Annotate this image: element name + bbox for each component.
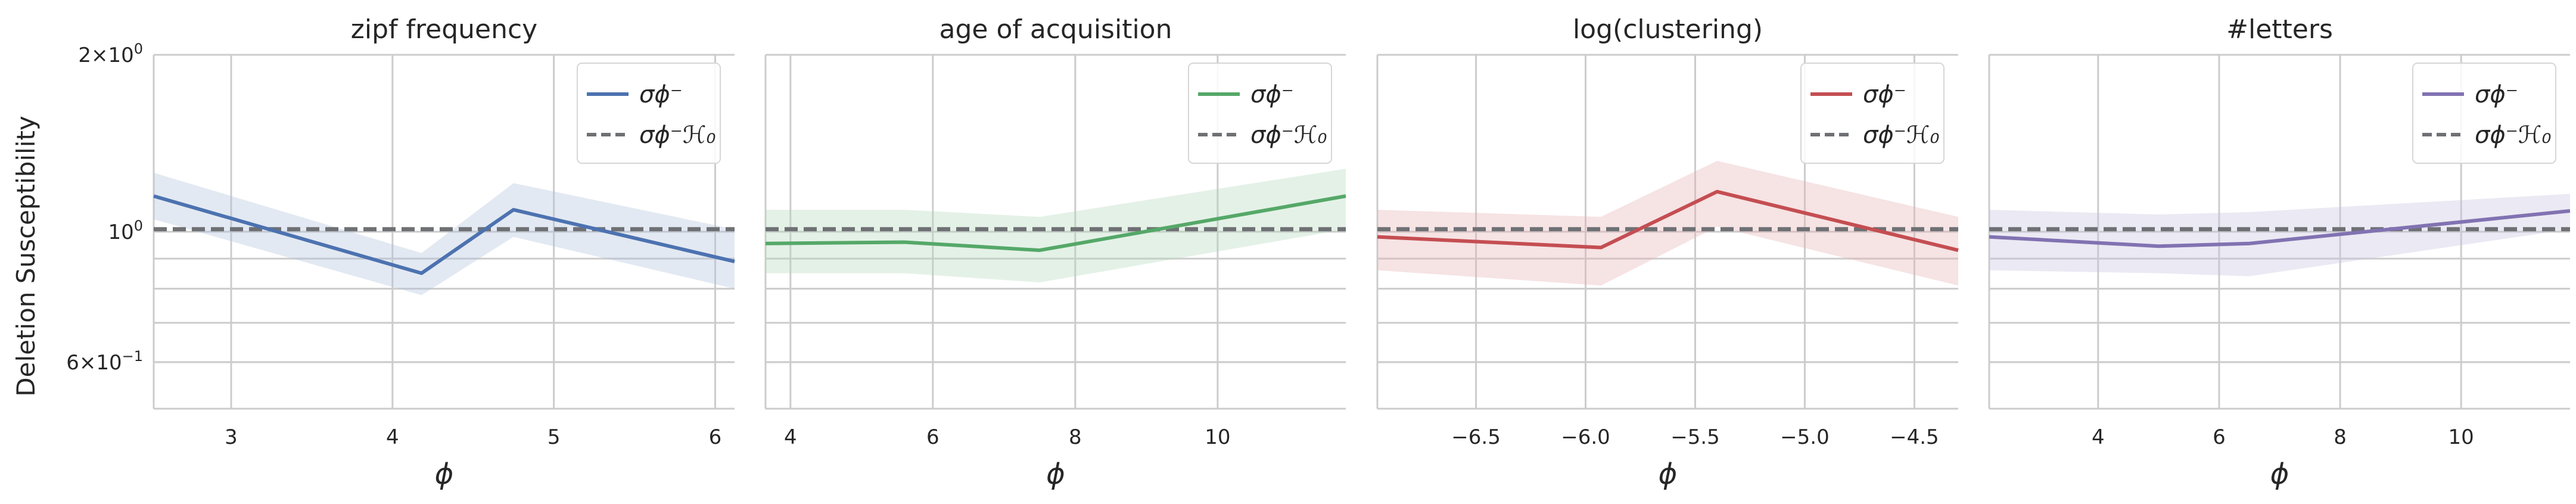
legend-label-main: σϕ⁻ bbox=[2475, 81, 2518, 108]
legend-box bbox=[1188, 63, 1332, 164]
x-axis-label: ϕ bbox=[2270, 458, 2289, 491]
x-tick-label: 4 bbox=[2092, 425, 2105, 449]
series-line bbox=[1989, 209, 2571, 248]
y-tick-label: 2×100 bbox=[78, 41, 143, 67]
legend-label-main: σϕ⁻ bbox=[1863, 81, 1906, 108]
x-tick-label: 4 bbox=[784, 425, 797, 449]
x-tick-label: −4.5 bbox=[1890, 425, 1939, 449]
y-tick-label: 100 bbox=[108, 217, 143, 244]
legend-box bbox=[577, 63, 721, 164]
panel-title: age of acquisition bbox=[939, 14, 1172, 45]
x-axis-label: ϕ bbox=[1046, 458, 1065, 491]
x-axis-label: ϕ bbox=[435, 458, 454, 491]
x-tick-label: 6 bbox=[2213, 425, 2226, 449]
legend-label-main: σϕ⁻ bbox=[1250, 81, 1294, 108]
x-tick-label: −5.0 bbox=[1780, 425, 1830, 449]
x-axis-label: ϕ bbox=[1659, 458, 1678, 491]
confidence-band bbox=[154, 172, 735, 295]
x-tick-label: −6.5 bbox=[1451, 425, 1501, 449]
x-tick-label: 6 bbox=[926, 425, 939, 449]
legend-box bbox=[2412, 63, 2556, 164]
confidence-band bbox=[1989, 194, 2570, 276]
panel-1: 3 4 5 6 zipf frequency ϕ σϕ⁻ σϕ⁻ℋ₀ 2×100 100 6×10−… bbox=[66, 14, 735, 491]
legend-label-main: σϕ⁻ bbox=[639, 81, 683, 108]
panel-title: zipf frequency bbox=[351, 14, 537, 45]
legend-box bbox=[1800, 63, 1945, 164]
legend-label-baseline: σϕ⁻ℋ₀ bbox=[639, 122, 715, 149]
series-line bbox=[153, 194, 735, 275]
x-tick-label: 10 bbox=[1205, 425, 1230, 449]
legend-label-baseline: σϕ⁻ℋ₀ bbox=[1250, 122, 1327, 149]
series-line bbox=[765, 194, 1346, 253]
x-tick-label: −5.5 bbox=[1670, 425, 1720, 449]
x-tick-label: 10 bbox=[2449, 425, 2474, 449]
y-tick-label: 6×10−1 bbox=[66, 348, 143, 375]
panel-4: 4 6 8 10 #letters ϕ σϕ⁻ σϕ⁻ℋ₀ bbox=[1988, 14, 2571, 491]
x-tick-label: 6 bbox=[709, 425, 722, 449]
confidence-band bbox=[766, 169, 1346, 283]
x-tick-label: 4 bbox=[386, 425, 399, 449]
legend-label-baseline: σϕ⁻ℋ₀ bbox=[1863, 122, 1939, 149]
x-tick-label: 8 bbox=[1069, 425, 1082, 449]
panel-3: −6.5 −6.0 −5.5 −5.0 −4.5 log(clustering) ϕ σϕ⁻ σ… bbox=[1376, 14, 1959, 491]
x-tick-label: −6.0 bbox=[1561, 425, 1610, 449]
panel-2: 4 6 8 10 age of acquisition ϕ σϕ⁻ σϕ⁻ℋ₀ bbox=[764, 14, 1346, 491]
x-tick-label: 8 bbox=[2334, 425, 2347, 449]
y-axis-label: Deletion Susceptibility bbox=[11, 116, 41, 396]
x-tick-label: 5 bbox=[547, 425, 561, 449]
legend-label-baseline: σϕ⁻ℋ₀ bbox=[2475, 122, 2551, 149]
confidence-band bbox=[1377, 161, 1958, 286]
panel-title: #letters bbox=[2226, 14, 2333, 45]
x-tick-label: 3 bbox=[225, 425, 238, 449]
panel-title: log(clustering) bbox=[1573, 14, 1763, 45]
series-line bbox=[1377, 189, 1959, 253]
